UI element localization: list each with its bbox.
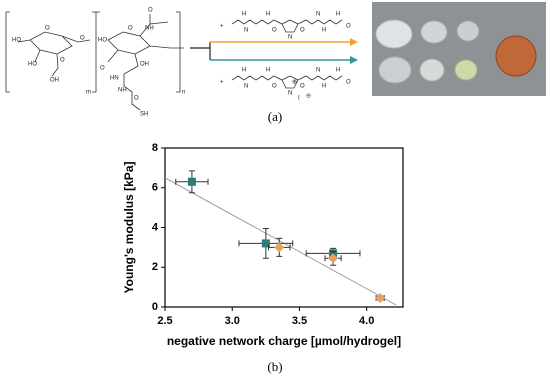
atom-label: HO xyxy=(28,62,37,68)
charge: ⊖ xyxy=(306,94,311,100)
bracket-index: n xyxy=(182,90,185,96)
atom-label: NH xyxy=(118,88,127,94)
x-axis-label: negative network charge [µmol/hydrogel] xyxy=(167,334,401,348)
atom-label: O xyxy=(148,8,153,14)
y-tick-label: 4 xyxy=(152,221,159,233)
atom-label: OH xyxy=(50,78,59,84)
atom-label: O xyxy=(346,80,351,86)
plus: + xyxy=(220,24,224,30)
bracket-index: m xyxy=(86,90,91,96)
atom-label: O xyxy=(272,84,277,90)
y-tick-label: 6 xyxy=(152,182,158,194)
point xyxy=(261,239,270,248)
atom-label: O xyxy=(80,36,85,42)
x-tick-label: 4.0 xyxy=(359,315,374,327)
atom-label: NH xyxy=(145,26,154,32)
y-axis-label: Young's modulus [kPa] xyxy=(122,162,136,294)
atom-label: H xyxy=(242,12,246,18)
photo xyxy=(372,2,546,96)
y-tick-label: 8 xyxy=(152,142,158,154)
atom-label: O xyxy=(300,84,305,90)
x-tick-label: 3.5 xyxy=(292,315,307,327)
panel-label: (a) xyxy=(268,109,282,124)
atom-label: HO xyxy=(12,38,21,44)
atom-label: O xyxy=(300,28,305,34)
fit-line xyxy=(164,177,397,306)
x-tick-label: 3.0 xyxy=(225,315,240,327)
atom-label: O xyxy=(346,24,351,30)
atom-label: H xyxy=(322,28,326,34)
atom-label: OH xyxy=(140,62,149,68)
atom-label: N xyxy=(316,12,320,18)
atom-label: H xyxy=(242,68,246,74)
chart: 0 2 4 6 8 2.5 3.0 3.5 4.0 negative network charge… xyxy=(122,142,404,348)
y-tick-label: 0 xyxy=(152,301,158,313)
atom-label: N xyxy=(288,91,292,97)
atom-label: I xyxy=(298,96,300,102)
atom-label: H xyxy=(322,84,326,90)
panel-label: (b) xyxy=(267,359,282,374)
charge: ⊕ xyxy=(292,80,297,86)
atom-label: H xyxy=(336,68,340,74)
atom-label: O xyxy=(128,26,133,32)
plus: + xyxy=(220,80,224,86)
structure: HO O O HO OH O m HO NH O O HN O OH n NH … xyxy=(5,8,185,118)
atom-label: O xyxy=(60,58,65,64)
atom-label: O xyxy=(134,96,139,102)
atom-label: O xyxy=(45,26,50,32)
point xyxy=(187,177,196,186)
atom-label: O xyxy=(272,28,277,34)
atom-label: HO xyxy=(98,38,107,44)
atom-label: O xyxy=(100,66,105,72)
reaction-scheme: + H N H O N O N H H O + H N H O N O N H … xyxy=(190,12,358,102)
atom-label: HN xyxy=(110,76,119,82)
atom-label: H xyxy=(266,68,270,74)
point xyxy=(328,253,339,264)
point xyxy=(274,242,285,253)
plot-frame xyxy=(164,147,404,308)
atom-label: N xyxy=(244,28,248,34)
x-tick-label: 2.5 xyxy=(157,315,172,327)
atom-label: H xyxy=(336,12,340,18)
atom-label: N xyxy=(288,35,292,41)
atom-label: N xyxy=(316,68,320,74)
y-tick-label: 2 xyxy=(152,261,158,273)
atom-label: N xyxy=(244,84,248,90)
point xyxy=(375,293,386,304)
atom-label: H xyxy=(266,12,270,18)
atom-label: SH xyxy=(140,112,148,118)
